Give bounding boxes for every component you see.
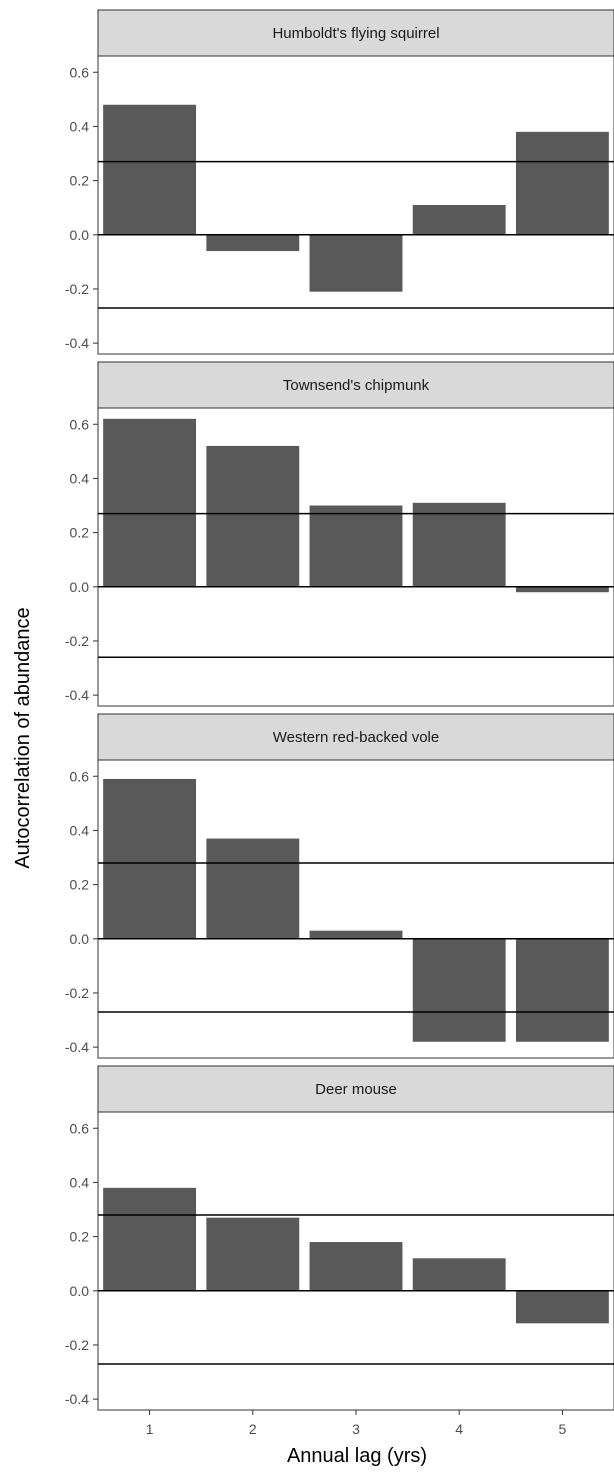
bar xyxy=(206,838,300,939)
y-tick-label: 0.0 xyxy=(70,931,90,947)
bar xyxy=(309,505,403,587)
bar xyxy=(412,502,506,587)
y-tick-label: 0.2 xyxy=(70,877,90,893)
bar xyxy=(309,930,403,939)
y-tick-label: 0.2 xyxy=(70,173,90,189)
y-tick-label: -0.2 xyxy=(65,1337,89,1353)
facet-strip xyxy=(97,9,614,57)
bar xyxy=(103,418,197,587)
panel-3: Western red-backed vole -0.4 -0.2 0.0 0.2 0.4… xyxy=(65,713,614,1059)
facet-strip-label: Western red-backed vole xyxy=(273,729,439,746)
facet-strip xyxy=(97,361,614,409)
bar xyxy=(412,938,506,1042)
bar xyxy=(103,1187,197,1291)
bar xyxy=(206,234,300,252)
y-tick-label: 0.6 xyxy=(70,768,90,784)
bar xyxy=(206,445,300,587)
y-tick-label: -0.4 xyxy=(65,687,89,703)
panel-2: Townsend's chipmunk -0.4 -0.2 0.0 0.2 0.4 0.6 xyxy=(65,361,614,707)
y-tick-label: -0.4 xyxy=(65,1391,89,1407)
x-tick-label: 3 xyxy=(352,1421,360,1437)
x-tick-label: 2 xyxy=(249,1421,257,1437)
panels-layer: Humboldt's flying squirrel -0.4 -0.2 0.0 0.2… xyxy=(65,9,614,1411)
bar xyxy=(103,778,197,939)
bar xyxy=(309,1242,403,1291)
bar xyxy=(309,234,403,292)
panel-4: Deer mouse -0.4 -0.2 0.0 0.2 0.4 0.6 xyxy=(65,1065,614,1411)
y-tick-label: 0.6 xyxy=(70,64,90,80)
y-tick-label: 0.6 xyxy=(70,1120,90,1136)
y-tick-label: 0.4 xyxy=(70,1174,90,1190)
x-axis: 1 2 3 4 5 xyxy=(146,1410,567,1437)
y-tick-label: 0.0 xyxy=(70,227,90,243)
y-tick-label: 0.2 xyxy=(70,525,90,541)
facet-strip-label: Humboldt's flying squirrel xyxy=(272,25,439,42)
bar xyxy=(103,104,197,235)
y-tick-label: 0.4 xyxy=(70,118,90,134)
bar xyxy=(515,586,609,593)
facet-strip-label: Townsend's chipmunk xyxy=(283,377,430,394)
y-tick-label: 0.4 xyxy=(70,470,90,486)
y-axis-title: Autocorrelation of abundance xyxy=(12,607,34,868)
x-tick-label: 5 xyxy=(559,1421,567,1437)
bar xyxy=(515,1290,609,1324)
facet-strip-label: Deer mouse xyxy=(315,1081,397,1098)
bar xyxy=(515,938,609,1042)
y-tick-label: -0.4 xyxy=(65,1039,89,1055)
y-tick-label: 0.6 xyxy=(70,416,90,432)
x-tick-label: 4 xyxy=(455,1421,463,1437)
bar xyxy=(206,1217,300,1291)
y-tick-label: -0.2 xyxy=(65,281,89,297)
panel-1: Humboldt's flying squirrel -0.4 -0.2 0.0 0.2… xyxy=(65,9,614,355)
y-tick-label: 0.4 xyxy=(70,822,90,838)
y-tick-label: 0.2 xyxy=(70,1229,90,1245)
y-tick-label: -0.2 xyxy=(65,985,89,1001)
y-tick-label: -0.2 xyxy=(65,633,89,649)
x-axis-title: Annual lag (yrs) xyxy=(287,1445,427,1467)
y-tick-label: 0.0 xyxy=(70,1283,90,1299)
bar xyxy=(515,131,609,235)
facet-strip xyxy=(97,1065,614,1113)
bar xyxy=(412,1258,506,1291)
x-tick-label: 1 xyxy=(146,1421,154,1437)
y-tick-label: 0.0 xyxy=(70,579,90,595)
y-tick-label: -0.4 xyxy=(65,335,89,351)
bar xyxy=(412,205,506,235)
